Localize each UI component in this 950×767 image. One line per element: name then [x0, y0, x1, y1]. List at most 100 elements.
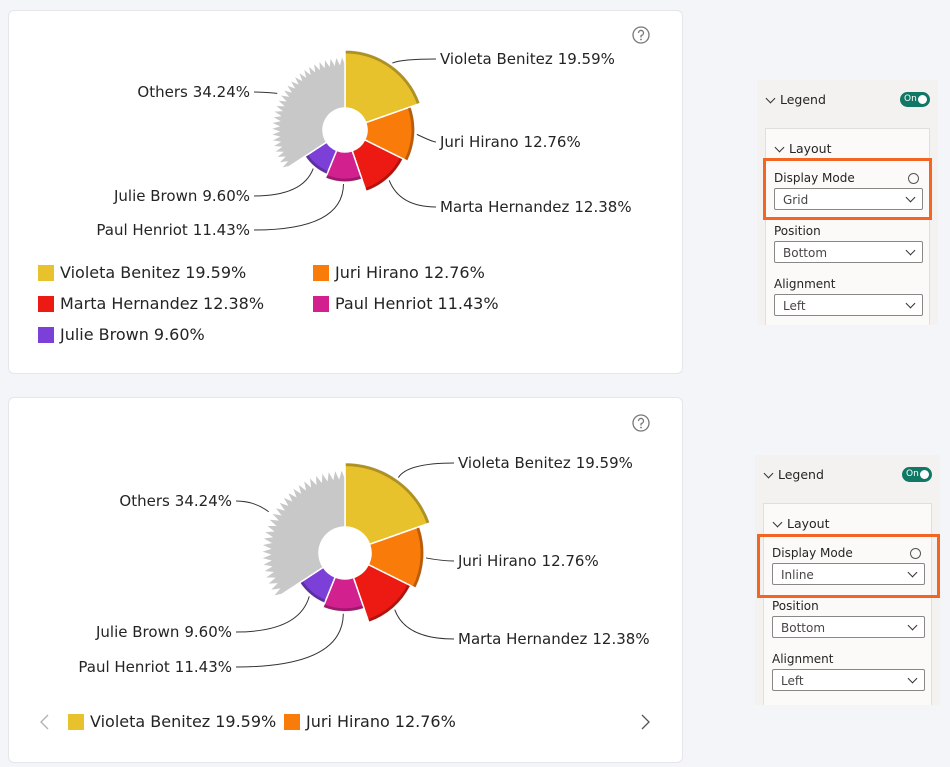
field-label: Position [772, 599, 819, 613]
legend-swatch [284, 714, 300, 730]
slice-rim [323, 604, 364, 612]
help-glyph [637, 417, 645, 426]
data-label: Violeta Benitez 19.59% [458, 454, 633, 472]
legend-name: Violeta Benitez [90, 712, 210, 731]
legend-name: Marta Hernandez [60, 294, 198, 313]
legend-prev[interactable] [40, 714, 49, 730]
leader-line [253, 183, 344, 231]
legend-entry: Juri Hirano 12.76% [305, 712, 456, 731]
subsection-title: Layout [789, 141, 832, 156]
format-panel: Legend On Layout Display Mode Grid Position Bo… [757, 80, 938, 325]
label-value: 12.76% [524, 133, 581, 151]
pie-slice [363, 105, 416, 163]
legend-swatch [38, 296, 54, 312]
help-icon[interactable] [632, 414, 650, 432]
slice-rim [365, 157, 403, 191]
legend-swatch [313, 296, 329, 312]
label-name: Marta Hernandez [458, 630, 588, 648]
help-dot [640, 426, 642, 429]
label-value: 19.59% [558, 50, 615, 68]
label-name: Violeta Benitez [458, 454, 571, 472]
field-label: Alignment [774, 277, 836, 291]
label-name: Paul Henriot [78, 658, 170, 676]
leader-line [235, 500, 269, 513]
label-value: 11.43% [175, 658, 232, 676]
leader-line [425, 557, 455, 562]
legend-value: 19.59% [185, 263, 246, 282]
dropdown[interactable]: Bottom [774, 241, 923, 263]
dropdown[interactable]: Bottom [772, 616, 925, 638]
label-name: Juri Hirano [457, 552, 537, 570]
legend-name: Julie Brown [59, 325, 149, 344]
dropdown[interactable]: Inline [772, 563, 925, 585]
label-value: 19.59% [576, 454, 633, 472]
toggle[interactable]: On [900, 92, 930, 107]
data-label: Juri Hirano 12.76% [457, 552, 599, 570]
legend-value: 12.76% [395, 712, 456, 731]
slice-rim [345, 463, 430, 524]
legend-value: 9.60% [154, 325, 205, 344]
legend-next[interactable] [641, 714, 650, 730]
section-header[interactable]: Legend [763, 467, 824, 482]
subsection-header[interactable]: Layout [772, 516, 830, 531]
pie-slice [321, 576, 366, 613]
highlight-box [763, 158, 932, 220]
legend-entry: Violeta Benitez 19.59% [60, 263, 246, 282]
legend-value: 11.43% [438, 294, 499, 313]
legend-name: Violeta Benitez [60, 263, 180, 282]
leader-line [235, 596, 310, 633]
slice-rim [404, 107, 415, 161]
legend-entry: Julie Brown 9.60% [59, 325, 205, 344]
help-dot [640, 38, 642, 41]
legend-value: 12.76% [424, 263, 485, 282]
leader-line [392, 58, 437, 64]
dropdown[interactable]: Grid [774, 188, 923, 210]
leader-line [388, 180, 437, 208]
section-header[interactable]: Legend [765, 92, 826, 107]
legend-entry: Paul Henriot 11.43% [335, 294, 499, 313]
slice-rim [368, 584, 411, 622]
label-value: 34.24% [193, 83, 250, 101]
subsection-title: Layout [787, 516, 830, 531]
data-label: Others 34.24% [137, 83, 250, 101]
info-icon [908, 173, 919, 184]
label-name: Julie Brown [95, 623, 179, 641]
label-value: 11.43% [193, 221, 250, 239]
data-label: Marta Hernandez 12.38% [440, 198, 632, 216]
legend-swatch [38, 327, 54, 343]
field-label: Position [774, 224, 821, 238]
section-title: Legend [778, 467, 824, 482]
legend-value: 19.59% [215, 712, 276, 731]
label-name: Others [119, 492, 170, 510]
legend-entry: Juri Hirano 12.76% [334, 263, 485, 282]
toggle[interactable]: On [902, 467, 932, 482]
pie-slice [351, 138, 405, 193]
label-name: Violeta Benitez [440, 50, 553, 68]
field-label: Alignment [772, 652, 834, 666]
pie-slice [324, 149, 363, 183]
data-label: Paul Henriot 11.43% [78, 658, 232, 676]
slice-rim [300, 581, 326, 603]
leader-line [253, 91, 278, 94]
label-value: 12.76% [542, 552, 599, 570]
dropdown[interactable]: Left [772, 669, 925, 691]
help-icon[interactable] [632, 26, 650, 44]
pie-slice [344, 461, 432, 546]
legend-name: Juri Hirano [305, 712, 390, 731]
slice-rim [412, 527, 424, 588]
label-name: Others [137, 83, 188, 101]
legend-swatch [68, 714, 84, 730]
data-label: Julie Brown 9.60% [95, 623, 232, 641]
slice-rim [305, 154, 328, 174]
dropdown[interactable]: Left [774, 294, 923, 316]
legend-swatch [38, 265, 54, 281]
subsection-header[interactable]: Layout [774, 141, 832, 156]
legend-name: Paul Henriot [335, 294, 433, 313]
label-name: Paul Henriot [96, 221, 188, 239]
label-name: Juri Hirano [439, 133, 519, 151]
pie-slice [344, 49, 422, 124]
leader-line [397, 462, 455, 478]
highlight-box [757, 534, 940, 598]
